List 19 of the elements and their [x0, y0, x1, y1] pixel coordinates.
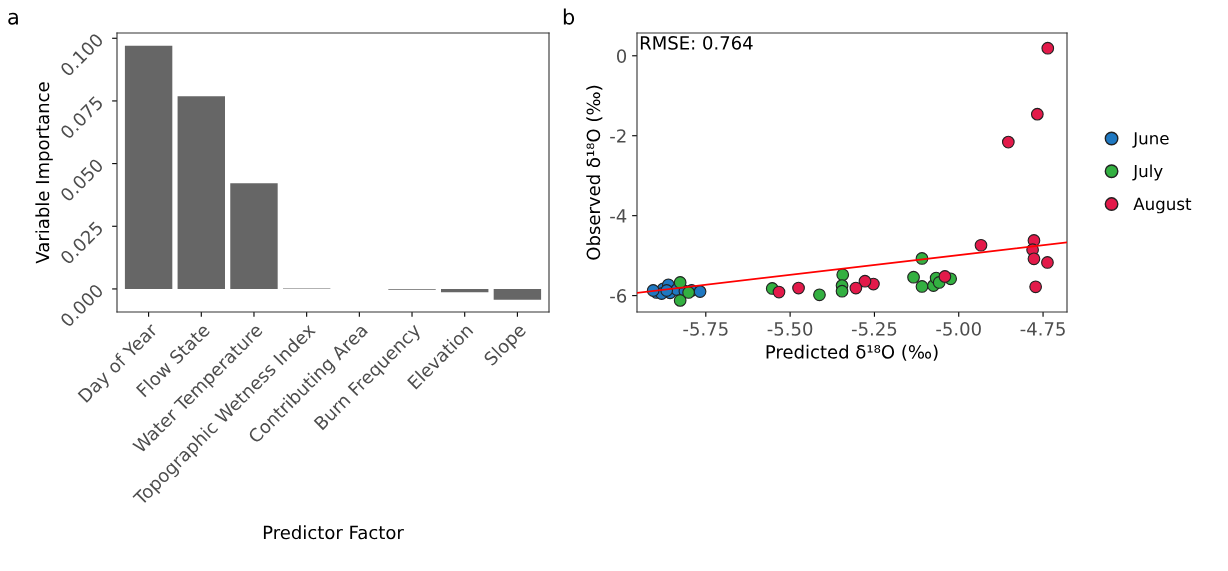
chart-title: b: [563, 8, 575, 25]
chart-title: a: [8, 12, 18, 25]
x-axis-title: Predicted δ¹⁸O (‰): [766, 344, 938, 361]
legend-label: August: [1133, 197, 1192, 214]
y-tick-label: -4: [610, 209, 627, 223]
y-tick-label: -6: [610, 289, 627, 303]
x-tick-label: -5.75: [683, 322, 728, 336]
x-tick-label: -5.25: [851, 322, 897, 336]
y-axis-title: Observed δ¹⁸O (‰): [586, 85, 603, 260]
legend-label: July: [1132, 164, 1163, 181]
legend-label: June: [1132, 132, 1169, 148]
y-tick-label: 0: [616, 49, 627, 63]
annotation: RMSE: 0.764: [640, 36, 753, 50]
y-tick-label: -2: [610, 129, 626, 143]
x-axis-title: Predictor Factor: [263, 525, 404, 540]
x-tick-label: -4.75: [1020, 322, 1065, 336]
x-tick-label: -5.00: [936, 322, 981, 336]
x-tick-label: -5.50: [767, 322, 813, 336]
y-axis-title: Variable Importance: [35, 82, 53, 264]
